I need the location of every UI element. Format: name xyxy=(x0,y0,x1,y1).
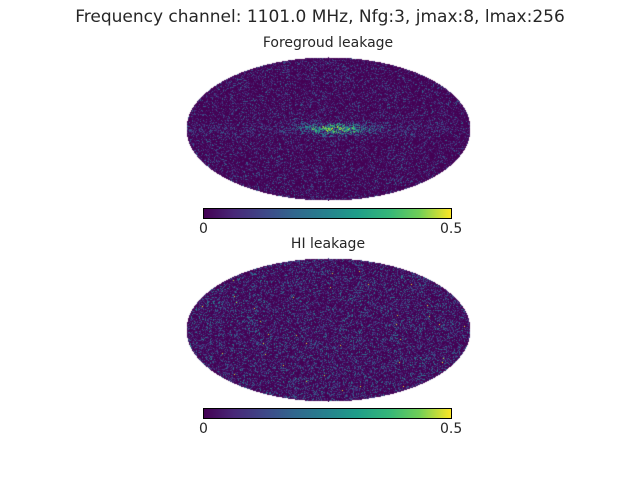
hi-leakage-title: HI leakage xyxy=(290,236,366,252)
hi-leakage-colorbar xyxy=(203,408,452,419)
foreground-leakage-map xyxy=(185,56,471,201)
colorbar-min-label: 0 xyxy=(199,421,208,437)
foreground-leakage-title: Foregroud leakage xyxy=(262,35,394,51)
colorbar-max-label: 0.5 xyxy=(440,221,463,237)
hi-leakage-map xyxy=(185,257,471,402)
figure-title: Frequency channel: 1101.0 MHz, Nfg:3, jm… xyxy=(75,7,565,27)
foreground-leakage-colorbar xyxy=(203,208,452,219)
colorbar-max-label: 0.5 xyxy=(440,421,463,437)
colorbar-min-label: 0 xyxy=(199,221,208,237)
